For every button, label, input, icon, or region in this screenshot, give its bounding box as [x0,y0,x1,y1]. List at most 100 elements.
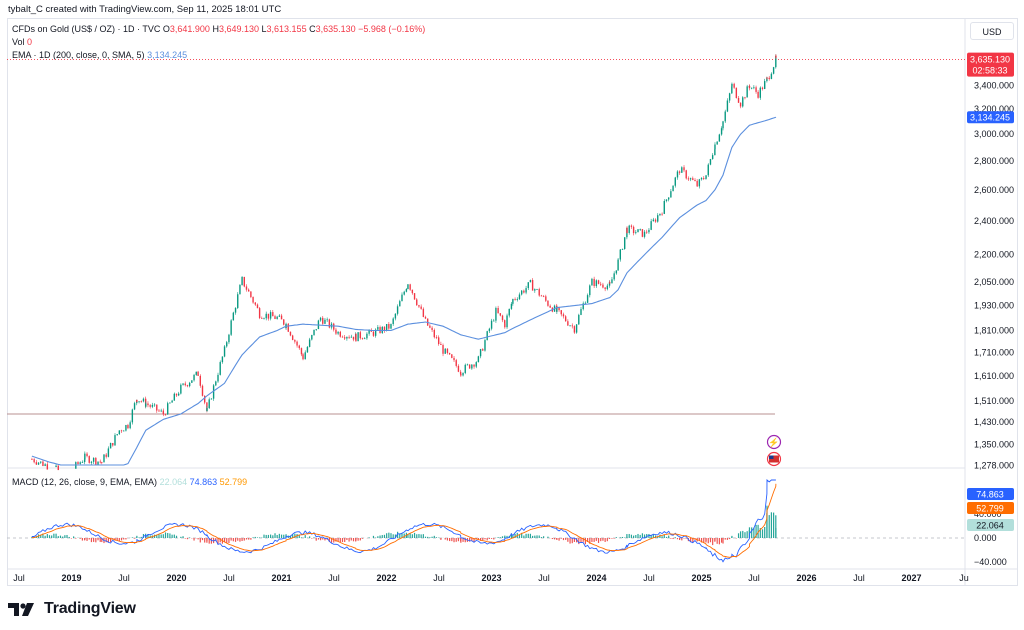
macd-hist-bar [322,538,324,540]
candle-body [632,226,635,234]
macd-hist-bar [591,538,593,542]
candle-body [735,87,738,99]
candle-body [630,225,633,227]
candle-body [683,167,685,171]
us-flag-canton [769,455,774,459]
macd-hist-bar [263,534,265,538]
symbol-name[interactable]: CFDs on Gold (US$ / OZ) · 1D · TVC [12,24,161,34]
currency-button[interactable]: USD [970,22,1014,40]
candle-body [409,284,411,290]
ema-badge-value: 3,134.245 [970,113,1010,123]
candle-body [575,324,578,333]
candle-body [131,409,134,423]
candle-body [140,401,142,403]
candle-body [586,295,589,303]
candle-body [628,225,630,233]
macd-hist-bar [219,538,221,543]
macd-hist-bar [357,538,359,541]
macd-hist-bar [737,533,740,538]
candle-body [269,312,272,319]
macd-hist-bar [679,538,681,541]
ema-label[interactable]: EMA · 1D (200, close, 0, SMA, 5) [12,50,145,60]
macd-hist-bar [116,538,118,541]
macd-hist-bar [158,534,160,538]
candle-body [748,85,751,89]
candle-body [283,319,285,325]
candle-body [226,342,228,347]
candle-body [737,98,740,103]
macd-hist-bar [619,537,621,538]
candle-body [322,317,324,324]
candle-body [241,276,243,286]
ema-legend: EMA · 1D (200, close, 0, SMA, 5) 3,134.2… [12,50,187,60]
candle-body [77,462,79,464]
macd-hist-bar [709,538,712,543]
candle-body [247,289,250,292]
macd-hist-bar [239,538,241,542]
candle-body [750,87,753,89]
tradingview-logo-icon [8,603,34,616]
macd-histogram [31,505,777,546]
candle-body [37,462,40,465]
candle-body [357,332,359,342]
candle-body [446,348,449,353]
candle-body [689,178,692,180]
macd-hist-bar [53,533,55,538]
candle-body [714,149,716,156]
candle-body [650,221,652,230]
candle-body [291,335,294,340]
candle-body [95,457,97,465]
close-value: 3,635.130 [315,24,356,34]
candle-body [534,289,536,291]
macd-hist-bar [175,535,178,538]
candle-body [337,331,339,334]
macd-hist-bar [643,534,646,538]
candle-body [768,77,770,79]
macd-hist-bar [416,534,418,538]
candle-body [560,310,562,315]
candle-body [343,337,346,339]
macd-hist-bar [718,538,720,545]
macd-hist-bar [433,535,435,538]
candle-body [744,97,746,99]
tradingview-logo[interactable]: TradingView [8,598,136,620]
symbol-legend: CFDs on Gold (US$ / OZ) · 1D · TVC O3,64… [12,24,425,34]
macd-hist-bar [48,535,51,538]
macd-hist-bar [403,533,405,538]
macd-hist-bar [444,538,446,540]
macd-hist-bar [497,537,499,538]
us-flag-stripes [769,455,779,463]
candle-body [245,286,248,290]
candle-body [392,318,394,325]
macd-hist-bar [149,535,151,538]
macd-hist-bar [580,538,582,543]
candle-body [510,303,513,309]
macd-hist-bar [66,534,68,538]
candle-body [304,352,306,360]
lightning-icon [766,434,782,450]
macd-label[interactable]: MACD (12, 26, close, 9, EMA, EMA) [12,477,158,487]
candle-body [265,313,267,319]
macd-hist-bar [228,538,230,544]
macd-hist-bar [346,538,348,541]
macd-hist-bar [390,533,392,538]
candle-body [31,459,33,460]
candle-body [484,340,486,351]
candle-body [504,320,506,324]
macd-hist-bar [280,534,283,538]
macd-hist-bar [278,533,280,538]
macd-hist-bar [62,536,64,538]
candle-body [81,462,84,463]
macd-hist-bar [407,534,409,538]
candle-body [755,87,757,92]
candle-body [234,307,237,313]
macd-hist-bar [182,536,184,538]
candle-body [120,430,123,432]
volume-label[interactable]: Vol [12,37,25,47]
last-price-value: 3,635.130 [970,55,1010,65]
candle-body [739,102,742,107]
macd-hist-bar [70,538,73,539]
macd-hist-bar [51,535,53,538]
price-tick-label: 2,600.000 [974,185,1014,195]
